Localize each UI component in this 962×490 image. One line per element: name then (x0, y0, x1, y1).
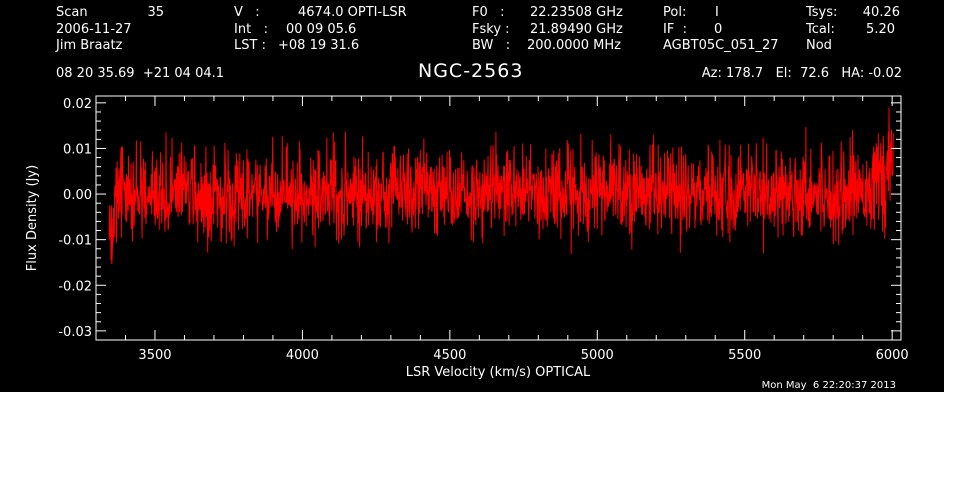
scan-label: Scan (56, 5, 88, 20)
scan-value: 35 (147, 5, 164, 20)
x-tick-label: 3500 (138, 348, 171, 363)
if-value: 0 (714, 22, 723, 37)
tsys-label: Tsys: (806, 5, 838, 20)
az-el-ha: Az: 178.7 El: 72.6 HA: -0.02 (701, 66, 902, 81)
plot-timestamp: Mon May 6 22:20:37 2013 (761, 380, 896, 391)
rest-frequency-value: 22.23508 GHz (530, 5, 623, 20)
plot-frame (95, 95, 902, 341)
tcal-label: Tcal: (806, 22, 835, 37)
observing-mode: Nod (806, 38, 832, 53)
polarization-label: Pol: (663, 5, 687, 20)
y-tick-label: 0.00 (63, 188, 92, 203)
y-tick-label: -0.02 (58, 279, 92, 294)
tsys-value: 40.26 (862, 5, 900, 20)
if-label: IF : (663, 22, 687, 37)
project-id: AGBT05C_051_27 (663, 38, 779, 53)
x-tick-label: 5000 (581, 348, 614, 363)
observer-name: Jim Braatz (56, 38, 123, 53)
x-tick-label: 5500 (728, 348, 761, 363)
x-axis-title: LSR Velocity (km/s) OPTICAL (406, 365, 591, 380)
y-axis-title: Flux Density (Jy) (25, 165, 40, 271)
y-tick-label: -0.01 (58, 234, 92, 249)
lst-label: LST : (234, 38, 266, 53)
x-tick-label: 6000 (876, 348, 909, 363)
y-tick-label: -0.03 (58, 325, 92, 340)
integration-label: Int : (234, 22, 268, 37)
integration-value: 00 09 05.6 (286, 22, 357, 37)
velocity-value: 4674.0 OPTI-LSR (298, 5, 407, 20)
source-coordinates: 08 20 35.69 +21 04 04.1 (56, 66, 225, 81)
tcal-value: 5.20 (866, 22, 895, 37)
observation-date: 2006-11-27 (56, 22, 132, 37)
plot-panel: Scan 35 2006-11-27 Jim Braatz V : 4674.0… (0, 0, 944, 392)
rest-frequency-label: F0 : (472, 5, 505, 20)
spectrum-plot: 3500 4000 4500 5000 5500 6000 -0.03 -0.02 -0.01 0… (25, 95, 909, 380)
sky-frequency-label: Fsky : (472, 22, 510, 37)
y-tick-label: 0.01 (63, 142, 92, 157)
y-tick-label: 0.02 (63, 97, 92, 112)
polarization-value: I (715, 5, 719, 20)
sky-frequency-value: 21.89490 GHz (530, 22, 623, 37)
x-tick-label: 4500 (433, 348, 466, 363)
source-title: NGC-2563 (418, 60, 524, 82)
lst-value: +08 19 31.6 (278, 38, 360, 53)
spectrum-trace (108, 107, 895, 265)
x-tick-label: 4000 (286, 348, 319, 363)
bandwidth-label: BW : (472, 38, 511, 53)
velocity-label: V : (234, 5, 260, 20)
bandwidth-value: 200.0000 MHz (527, 38, 621, 53)
